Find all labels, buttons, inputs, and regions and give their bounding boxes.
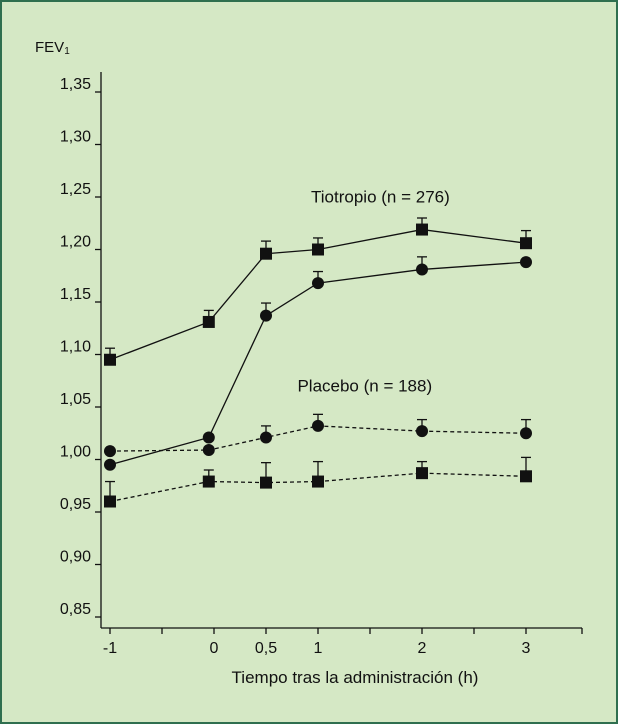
square-marker	[416, 223, 428, 236]
series-line	[109, 472, 527, 503]
y-tick-label: 1,10	[60, 339, 91, 356]
square-marker	[202, 475, 215, 488]
circle-marker	[202, 444, 215, 457]
axes: 0,85 0,90 0,95 1,00 1,05 1,10 1,15 1,20 1,25 1,30…	[60, 72, 583, 657]
y-axis-title: FEV1	[35, 39, 70, 57]
y-tick-label: 1,15	[60, 286, 91, 303]
x-tick-label: 3	[522, 640, 531, 657]
series-layer	[104, 217, 532, 508]
y-tick-label: 1,35	[60, 76, 91, 93]
x-tick-label: 0	[210, 640, 219, 657]
circle-marker	[312, 277, 324, 290]
annotation-layer: Tiotropio (n = 276) Placebo (n = 188)	[297, 187, 449, 395]
y-tick-label: 1,05	[60, 391, 91, 408]
y-tick-label: 0,85	[60, 601, 91, 618]
square-marker	[520, 470, 532, 483]
x-tick-label: 2	[418, 640, 427, 657]
circle-marker	[520, 427, 532, 440]
square-marker	[104, 495, 116, 508]
square-marker	[416, 467, 428, 480]
y-tick-label: 1,00	[60, 444, 91, 461]
y-tick-label: 0,90	[60, 549, 91, 566]
series-line	[109, 261, 527, 466]
circle-marker	[202, 431, 215, 444]
circle-marker	[312, 419, 324, 432]
square-marker	[520, 237, 532, 250]
circle-marker	[416, 263, 428, 276]
square-marker	[202, 315, 215, 328]
y-axis-title-subscript: 1	[64, 46, 70, 57]
square-marker	[104, 353, 116, 366]
circle-marker	[260, 309, 272, 322]
y-tick-label: 1,30	[60, 129, 91, 146]
series-line	[109, 425, 527, 452]
y-tick-label: 1,25	[60, 181, 91, 198]
x-axis-title: Tiempo tras la administración (h)	[232, 668, 479, 687]
x-tick-label: -1	[103, 640, 117, 657]
square-marker	[312, 243, 324, 256]
circle-marker	[104, 445, 116, 458]
circle-marker	[104, 458, 116, 471]
series-placebo-circle	[104, 413, 532, 458]
x-tick-label: 0,5	[255, 640, 277, 657]
y-axis-title-main: FEV	[35, 39, 64, 56]
square-marker	[312, 475, 324, 488]
series-tiotropio-circle	[104, 256, 532, 471]
square-marker	[260, 247, 272, 260]
square-marker	[260, 476, 272, 489]
annotation-label: Placebo (n = 188)	[297, 376, 432, 395]
circle-marker	[260, 431, 272, 444]
circle-marker	[520, 256, 532, 269]
annotation-label: Tiotropio (n = 276)	[311, 187, 450, 206]
series-placebo-square	[104, 456, 532, 508]
series-line	[109, 228, 527, 361]
y-tick-label: 0,95	[60, 496, 91, 513]
y-tick-label: 1,20	[60, 234, 91, 251]
series-tiotropio-square	[104, 217, 532, 366]
circle-marker	[416, 425, 428, 438]
x-tick-label: 1	[314, 640, 323, 657]
